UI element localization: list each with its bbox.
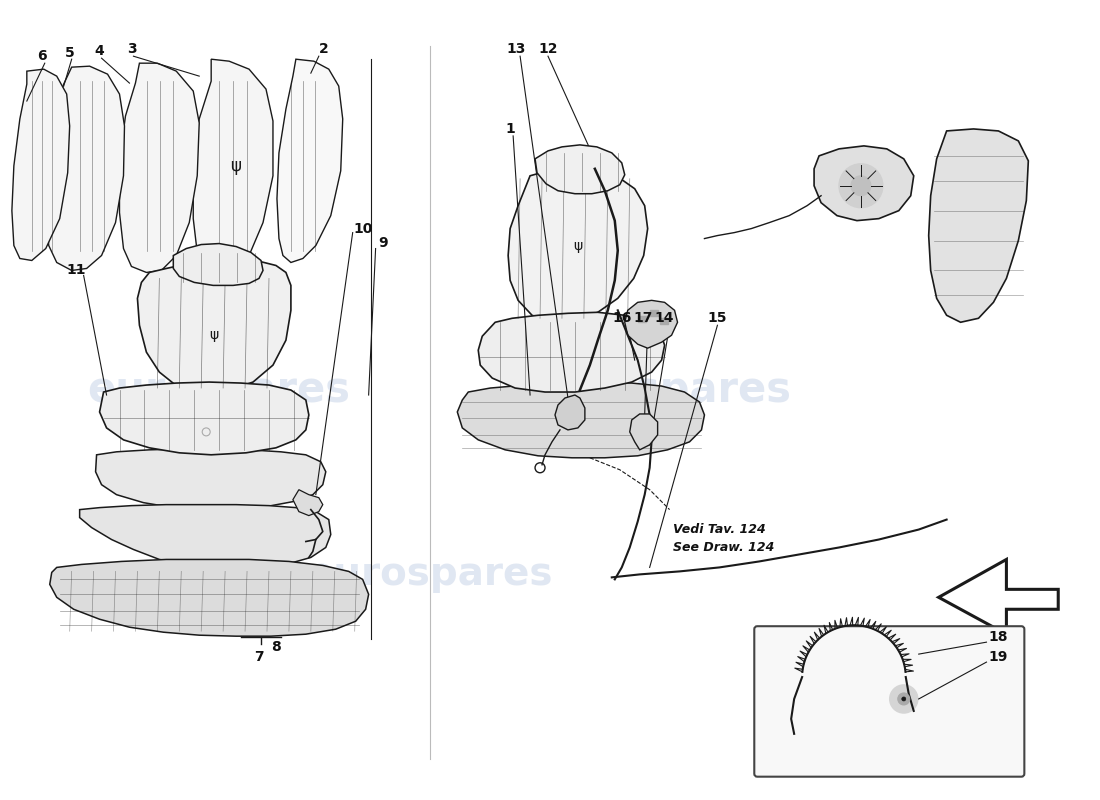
FancyBboxPatch shape [755, 626, 1024, 777]
Circle shape [898, 693, 910, 705]
Text: 4: 4 [95, 44, 104, 58]
Polygon shape [46, 66, 124, 270]
Polygon shape [556, 395, 585, 430]
Polygon shape [293, 490, 322, 515]
Polygon shape [120, 63, 199, 273]
Polygon shape [50, 559, 369, 636]
Polygon shape [629, 414, 658, 450]
Circle shape [851, 176, 871, 196]
Text: 16: 16 [612, 311, 631, 326]
Text: 7: 7 [254, 650, 264, 664]
Text: 2: 2 [319, 42, 329, 56]
Polygon shape [138, 258, 290, 392]
Text: 1: 1 [505, 122, 515, 136]
Polygon shape [535, 145, 625, 194]
Polygon shape [625, 300, 678, 348]
Text: 13: 13 [506, 42, 526, 56]
Text: ψ: ψ [210, 328, 219, 342]
Text: 11: 11 [67, 263, 87, 278]
Text: Vedi Tav. 124: Vedi Tav. 124 [672, 523, 766, 536]
Text: eurospares: eurospares [308, 555, 553, 594]
Polygon shape [12, 69, 69, 261]
Bar [660, 318, 668, 324]
Circle shape [839, 164, 883, 208]
Text: ψ: ψ [573, 238, 583, 253]
Text: 5: 5 [65, 46, 75, 60]
Text: 19: 19 [989, 650, 1008, 664]
Polygon shape [100, 382, 309, 455]
Text: 17: 17 [632, 311, 652, 326]
Polygon shape [96, 449, 326, 510]
Polygon shape [277, 59, 343, 262]
Polygon shape [79, 505, 331, 567]
Text: 8: 8 [271, 640, 281, 654]
Polygon shape [814, 146, 914, 221]
Text: 12: 12 [538, 42, 558, 56]
Polygon shape [928, 129, 1028, 322]
Text: 9: 9 [377, 235, 387, 250]
Bar [638, 316, 646, 322]
Circle shape [902, 697, 905, 701]
Text: 15: 15 [707, 311, 727, 326]
Text: 10: 10 [353, 222, 372, 235]
Polygon shape [938, 559, 1058, 634]
Text: eurospares: eurospares [528, 369, 791, 411]
Text: 6: 6 [37, 49, 46, 63]
Text: 18: 18 [989, 630, 1008, 644]
Polygon shape [508, 169, 648, 322]
Text: ψ: ψ [231, 157, 242, 175]
Polygon shape [174, 243, 263, 286]
Polygon shape [458, 382, 704, 458]
Polygon shape [478, 312, 664, 392]
Bar [650, 310, 658, 316]
Text: 14: 14 [654, 311, 674, 326]
Polygon shape [194, 59, 273, 273]
Text: eurospares: eurospares [88, 369, 351, 411]
Text: See Draw. 124: See Draw. 124 [672, 541, 774, 554]
Text: 3: 3 [126, 42, 136, 56]
Circle shape [890, 685, 917, 713]
